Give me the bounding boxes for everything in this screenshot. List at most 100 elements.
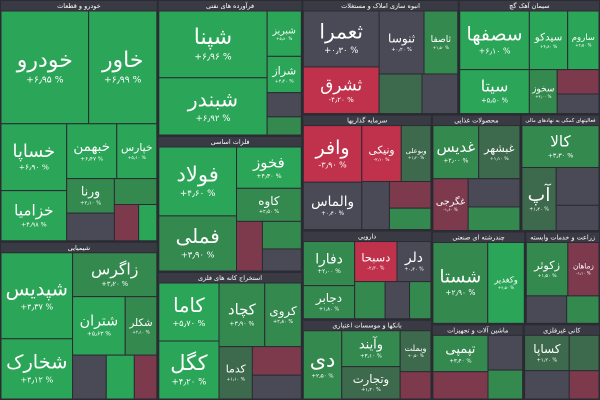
tile: [467, 178, 521, 208]
tile-change: +۳٫۲۰ %: [101, 280, 128, 288]
tile: [528, 10, 569, 71]
sector-title: محصولات غذایی: [454, 117, 498, 125]
tile: [133, 354, 158, 400]
tile: [555, 167, 600, 206]
tile-name: غدیس: [436, 138, 475, 156]
tile-name: وآیند: [359, 336, 383, 352]
sector: بانکها و موسسات اعتباری دی+۲٫۵۰ % وآیند +۳٫…: [302, 320, 432, 400]
tile: [88, 10, 158, 125]
tile-name: کاوه: [258, 194, 280, 209]
tile: [0, 190, 68, 242]
tile: [302, 330, 343, 400]
tile: [113, 178, 158, 206]
sector-title: بانکها و موسسات اعتباری: [332, 322, 402, 330]
tile: [266, 116, 302, 136]
sector: زراعت و خدمات وابسته زکوثر+۱٫۵۰ % زماهان-۱…: [525, 232, 600, 324]
tile: [158, 10, 268, 79]
tile-change: +۶٫۹۲ %: [196, 114, 231, 124]
tile-change: +۱٫۵۰ %: [538, 273, 558, 279]
tile-change: +۳٫۱۰ %: [360, 354, 382, 360]
sector-title: سرمایه گذاریها: [347, 117, 387, 125]
tile: [556, 93, 600, 115]
tile-change: +۲٫۵۰ %: [311, 373, 333, 379]
tile-change: +۶٫۴۷ %: [80, 156, 104, 162]
tile-change: +۲٫۰۰ %: [443, 158, 468, 165]
tile-change: +۵٫۷۰ %: [172, 318, 205, 328]
tile-change: -۱٫۶۰ %: [443, 207, 457, 212]
sector: ماشین آلات و تجهیزات تپمپی +۳٫۴۰ %: [432, 325, 524, 400]
tile-name: ثاصفا: [431, 35, 452, 45]
tile: [66, 212, 115, 242]
tile-change: +۲٫۹۰ %: [445, 288, 475, 297]
tile-name: وافر: [315, 137, 350, 159]
tile: [409, 281, 432, 320]
sector-title: ماشین آلات و تجهیزات: [447, 325, 508, 334]
sector-title: استخراج کانه های فلزی: [198, 274, 262, 282]
tile: [236, 146, 302, 189]
tile-change: +۵٫۵۰ %: [481, 97, 508, 105]
tile: [568, 370, 600, 400]
tile-name: کساپا: [533, 342, 560, 356]
tile: [400, 125, 432, 183]
tile: [459, 10, 530, 71]
tile: [251, 374, 302, 400]
tile: [388, 181, 432, 209]
tile-change: +۰٫۲۰ %: [391, 47, 412, 53]
tile: [432, 241, 489, 324]
tile-change: +۴٫۹۸ %: [21, 220, 47, 228]
sector: چندرشته ای صنعتی شستا+۲٫۹۰ % وکغدیر+۴٫۵۰ %: [432, 232, 525, 324]
sector-title: فلزات اساسی: [211, 138, 250, 146]
tile-name: شخارک: [6, 351, 67, 374]
tile-name: فملی: [176, 225, 220, 248]
tile-change: +۲٫۰۰ %: [317, 269, 341, 275]
tile-change: +۶٫۹۵ %: [26, 75, 64, 86]
tile-change: +۲٫۱۰ %: [80, 201, 101, 207]
tile-name: شپدیس: [6, 278, 68, 301]
tile-name: والماس: [311, 194, 354, 210]
tile-change: +۱٫۲۰ %: [361, 387, 381, 393]
tile: [72, 354, 107, 400]
tile-change: +۱٫۱۰ %: [226, 377, 245, 383]
tile-name: کدما: [226, 363, 247, 376]
tile: [396, 241, 432, 283]
sector-title: کانی غیرفلزی: [543, 326, 581, 334]
tile: [264, 282, 302, 348]
tile: [555, 204, 600, 231]
tile: [0, 10, 90, 125]
tile-name: ثشرق: [320, 74, 362, 94]
tile-change: +۱٫۲۰ %: [529, 206, 549, 212]
sector-title: خودرو و قطعات: [57, 2, 101, 10]
tile: [124, 296, 158, 356]
tile: [261, 220, 302, 250]
sector: فرآورده های نفتی شپنا +۶٫۹۶ % شبندر +۶٫۹۲ % ش…: [158, 1, 302, 136]
tile-change: -۲٫۳۰ %: [367, 266, 385, 272]
tile: [236, 220, 263, 272]
tile: [487, 334, 524, 371]
tile-name: وکغدیر: [493, 275, 518, 285]
sector: خودرو و قطعات خودرو +۶٫۹۵ % خاور +۶٫۹۹ % خساپ…: [0, 1, 158, 242]
sector: سیمان آهک گچ سصفها +۶٫۱۰ % سیتا +۵٫۵۰ % سیدکو…: [459, 1, 600, 115]
tile-name: ثنوسا: [388, 31, 415, 46]
tile-change: +۱٫۵۰ %: [433, 45, 449, 50]
tile: [302, 181, 363, 231]
sector: فلزات اساسی فولاد +۴٫۶۰ % فملی+۳٫۹۰ % فخوز +۴…: [158, 137, 302, 272]
tile: [361, 181, 390, 231]
tile: [399, 371, 432, 400]
tile: [566, 295, 600, 324]
tile: [113, 204, 140, 242]
sector-title: چندرشته ای صنعتی: [452, 233, 504, 241]
tile: [524, 370, 570, 400]
tile: [158, 146, 238, 217]
tile-name: ونیکی: [368, 143, 394, 156]
tile-change: -۳٫۹۰ %: [318, 160, 347, 169]
tile-change: +۰٫۵۰ %: [407, 353, 423, 358]
sector-title: فرآورده های نفتی: [206, 1, 254, 10]
tile-name: شکلر: [128, 317, 152, 329]
tile-name: کچاد: [228, 301, 257, 318]
tile-name: کگل: [170, 351, 207, 375]
tile-change: +۱٫۲۰ %: [408, 155, 424, 160]
tile-change: -۱٫۱۰ %: [576, 271, 590, 276]
tile: [0, 338, 74, 400]
tile-name: خبهمن: [73, 139, 110, 155]
tile: [388, 207, 432, 231]
